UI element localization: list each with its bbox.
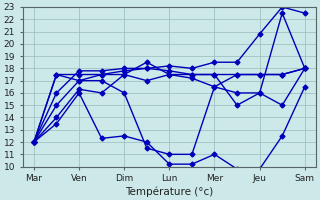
X-axis label: Température (°c): Température (°c) — [125, 186, 213, 197]
